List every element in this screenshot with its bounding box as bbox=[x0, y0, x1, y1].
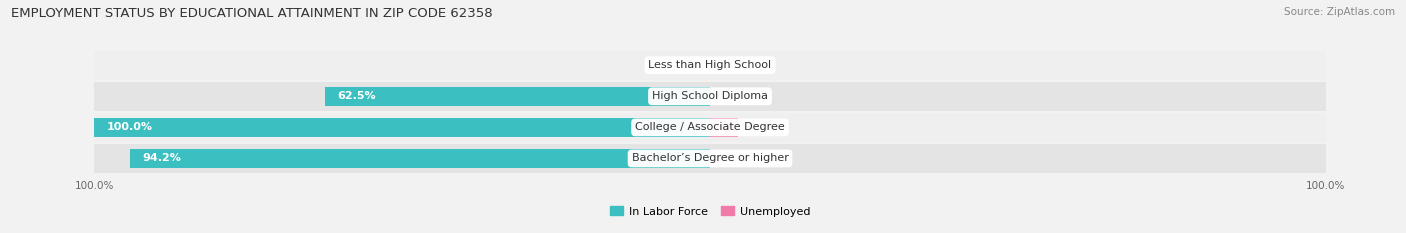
Text: 100.0%: 100.0% bbox=[107, 122, 152, 132]
Text: 94.2%: 94.2% bbox=[142, 154, 181, 163]
Text: 0.0%: 0.0% bbox=[672, 60, 700, 70]
Text: 4.5%: 4.5% bbox=[747, 122, 775, 132]
Text: 0.0%: 0.0% bbox=[720, 91, 748, 101]
Bar bbox=[710, 118, 738, 137]
Text: 0.0%: 0.0% bbox=[720, 154, 748, 163]
Bar bbox=[94, 113, 1326, 142]
Legend: In Labor Force, Unemployed: In Labor Force, Unemployed bbox=[605, 202, 815, 221]
Text: College / Associate Degree: College / Associate Degree bbox=[636, 122, 785, 132]
Text: Less than High School: Less than High School bbox=[648, 60, 772, 70]
Text: 0.0%: 0.0% bbox=[720, 60, 748, 70]
Bar bbox=[94, 51, 1326, 79]
Text: High School Diploma: High School Diploma bbox=[652, 91, 768, 101]
Text: Source: ZipAtlas.com: Source: ZipAtlas.com bbox=[1284, 7, 1395, 17]
Text: EMPLOYMENT STATUS BY EDUCATIONAL ATTAINMENT IN ZIP CODE 62358: EMPLOYMENT STATUS BY EDUCATIONAL ATTAINM… bbox=[11, 7, 494, 20]
Bar bbox=[94, 144, 1326, 173]
Bar bbox=[325, 87, 710, 106]
Bar bbox=[94, 82, 1326, 111]
Text: 62.5%: 62.5% bbox=[337, 91, 375, 101]
Bar bbox=[94, 118, 710, 137]
Text: Bachelor’s Degree or higher: Bachelor’s Degree or higher bbox=[631, 154, 789, 163]
Bar bbox=[129, 149, 710, 168]
